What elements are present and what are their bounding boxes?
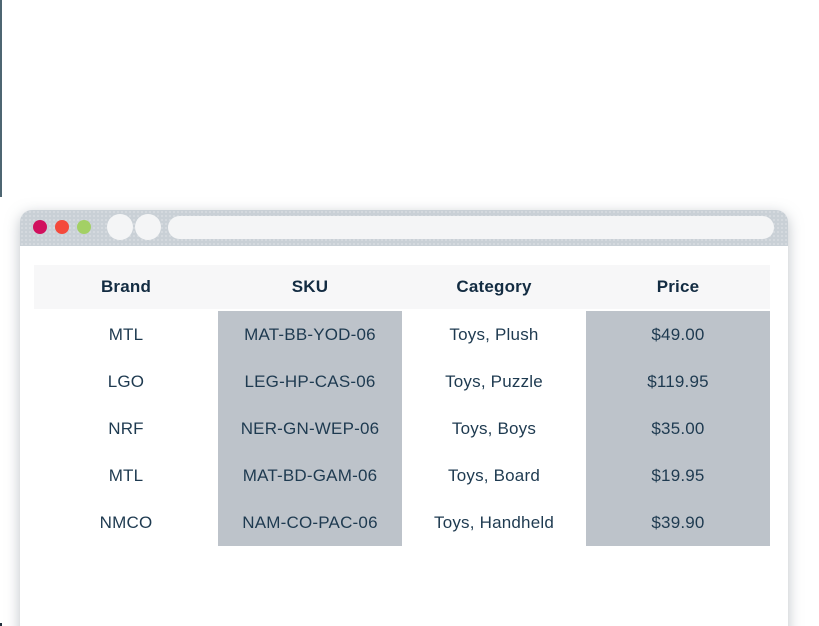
sku-cell: MAT-BB-YOD-06 — [218, 311, 402, 358]
sku-cell: NAM-CO-PAC-06 — [218, 499, 402, 546]
browser-window: Brand SKU Category Price MTL MAT-BB-YOD-… — [20, 210, 788, 626]
bottom-left-artifact — [0, 623, 2, 626]
table-row: NRF NER-GN-WEP-06 Toys, Boys $35.00 — [34, 405, 770, 452]
category-cell: Toys, Plush — [449, 324, 539, 344]
back-button[interactable] — [107, 214, 133, 240]
address-bar[interactable] — [168, 216, 774, 239]
price-cell: $119.95 — [586, 358, 770, 405]
column-header-price: Price — [656, 277, 700, 296]
sku-cell: MAT-BD-GAM-06 — [218, 452, 402, 499]
price-cell: $49.00 — [586, 311, 770, 358]
browser-chrome-bar — [20, 210, 788, 246]
price-cell: $35.00 — [586, 405, 770, 452]
table-header-row: Brand SKU Category Price — [34, 265, 770, 309]
product-table: Brand SKU Category Price MTL MAT-BB-YOD-… — [34, 265, 770, 546]
category-cell: Toys, Boys — [451, 418, 537, 438]
column-header-brand: Brand — [100, 277, 152, 296]
category-cell: Toys, Board — [448, 465, 540, 485]
brand-cell: NRF — [108, 418, 144, 438]
brand-cell: LGO — [107, 371, 145, 391]
column-header-sku: SKU — [291, 277, 329, 296]
sku-cell: NER-GN-WEP-06 — [218, 405, 402, 452]
browser-content: Brand SKU Category Price MTL MAT-BB-YOD-… — [20, 265, 788, 546]
maximize-window-dot[interactable] — [77, 220, 91, 234]
category-cell: Toys, Puzzle — [445, 371, 543, 391]
sku-cell: LEG-HP-CAS-06 — [218, 358, 402, 405]
table-row: MTL MAT-BD-GAM-06 Toys, Board $19.95 — [34, 452, 770, 499]
brand-cell: MTL — [108, 465, 144, 485]
price-cell: $39.90 — [586, 499, 770, 546]
close-window-dot[interactable] — [33, 220, 47, 234]
price-cell: $19.95 — [586, 452, 770, 499]
brand-cell: MTL — [108, 324, 144, 344]
category-cell: Toys, Handheld — [434, 512, 554, 532]
table-body: MTL MAT-BB-YOD-06 Toys, Plush $49.00 LGO… — [34, 311, 770, 546]
left-accent-line — [0, 0, 2, 197]
table-row: LGO LEG-HP-CAS-06 Toys, Puzzle $119.95 — [34, 358, 770, 405]
table-row: NMCO NAM-CO-PAC-06 Toys, Handheld $39.90 — [34, 499, 770, 546]
brand-cell: NMCO — [99, 512, 153, 532]
minimize-window-dot[interactable] — [55, 220, 69, 234]
table-row: MTL MAT-BB-YOD-06 Toys, Plush $49.00 — [34, 311, 770, 358]
column-header-category: Category — [456, 277, 532, 296]
forward-button[interactable] — [135, 214, 161, 240]
